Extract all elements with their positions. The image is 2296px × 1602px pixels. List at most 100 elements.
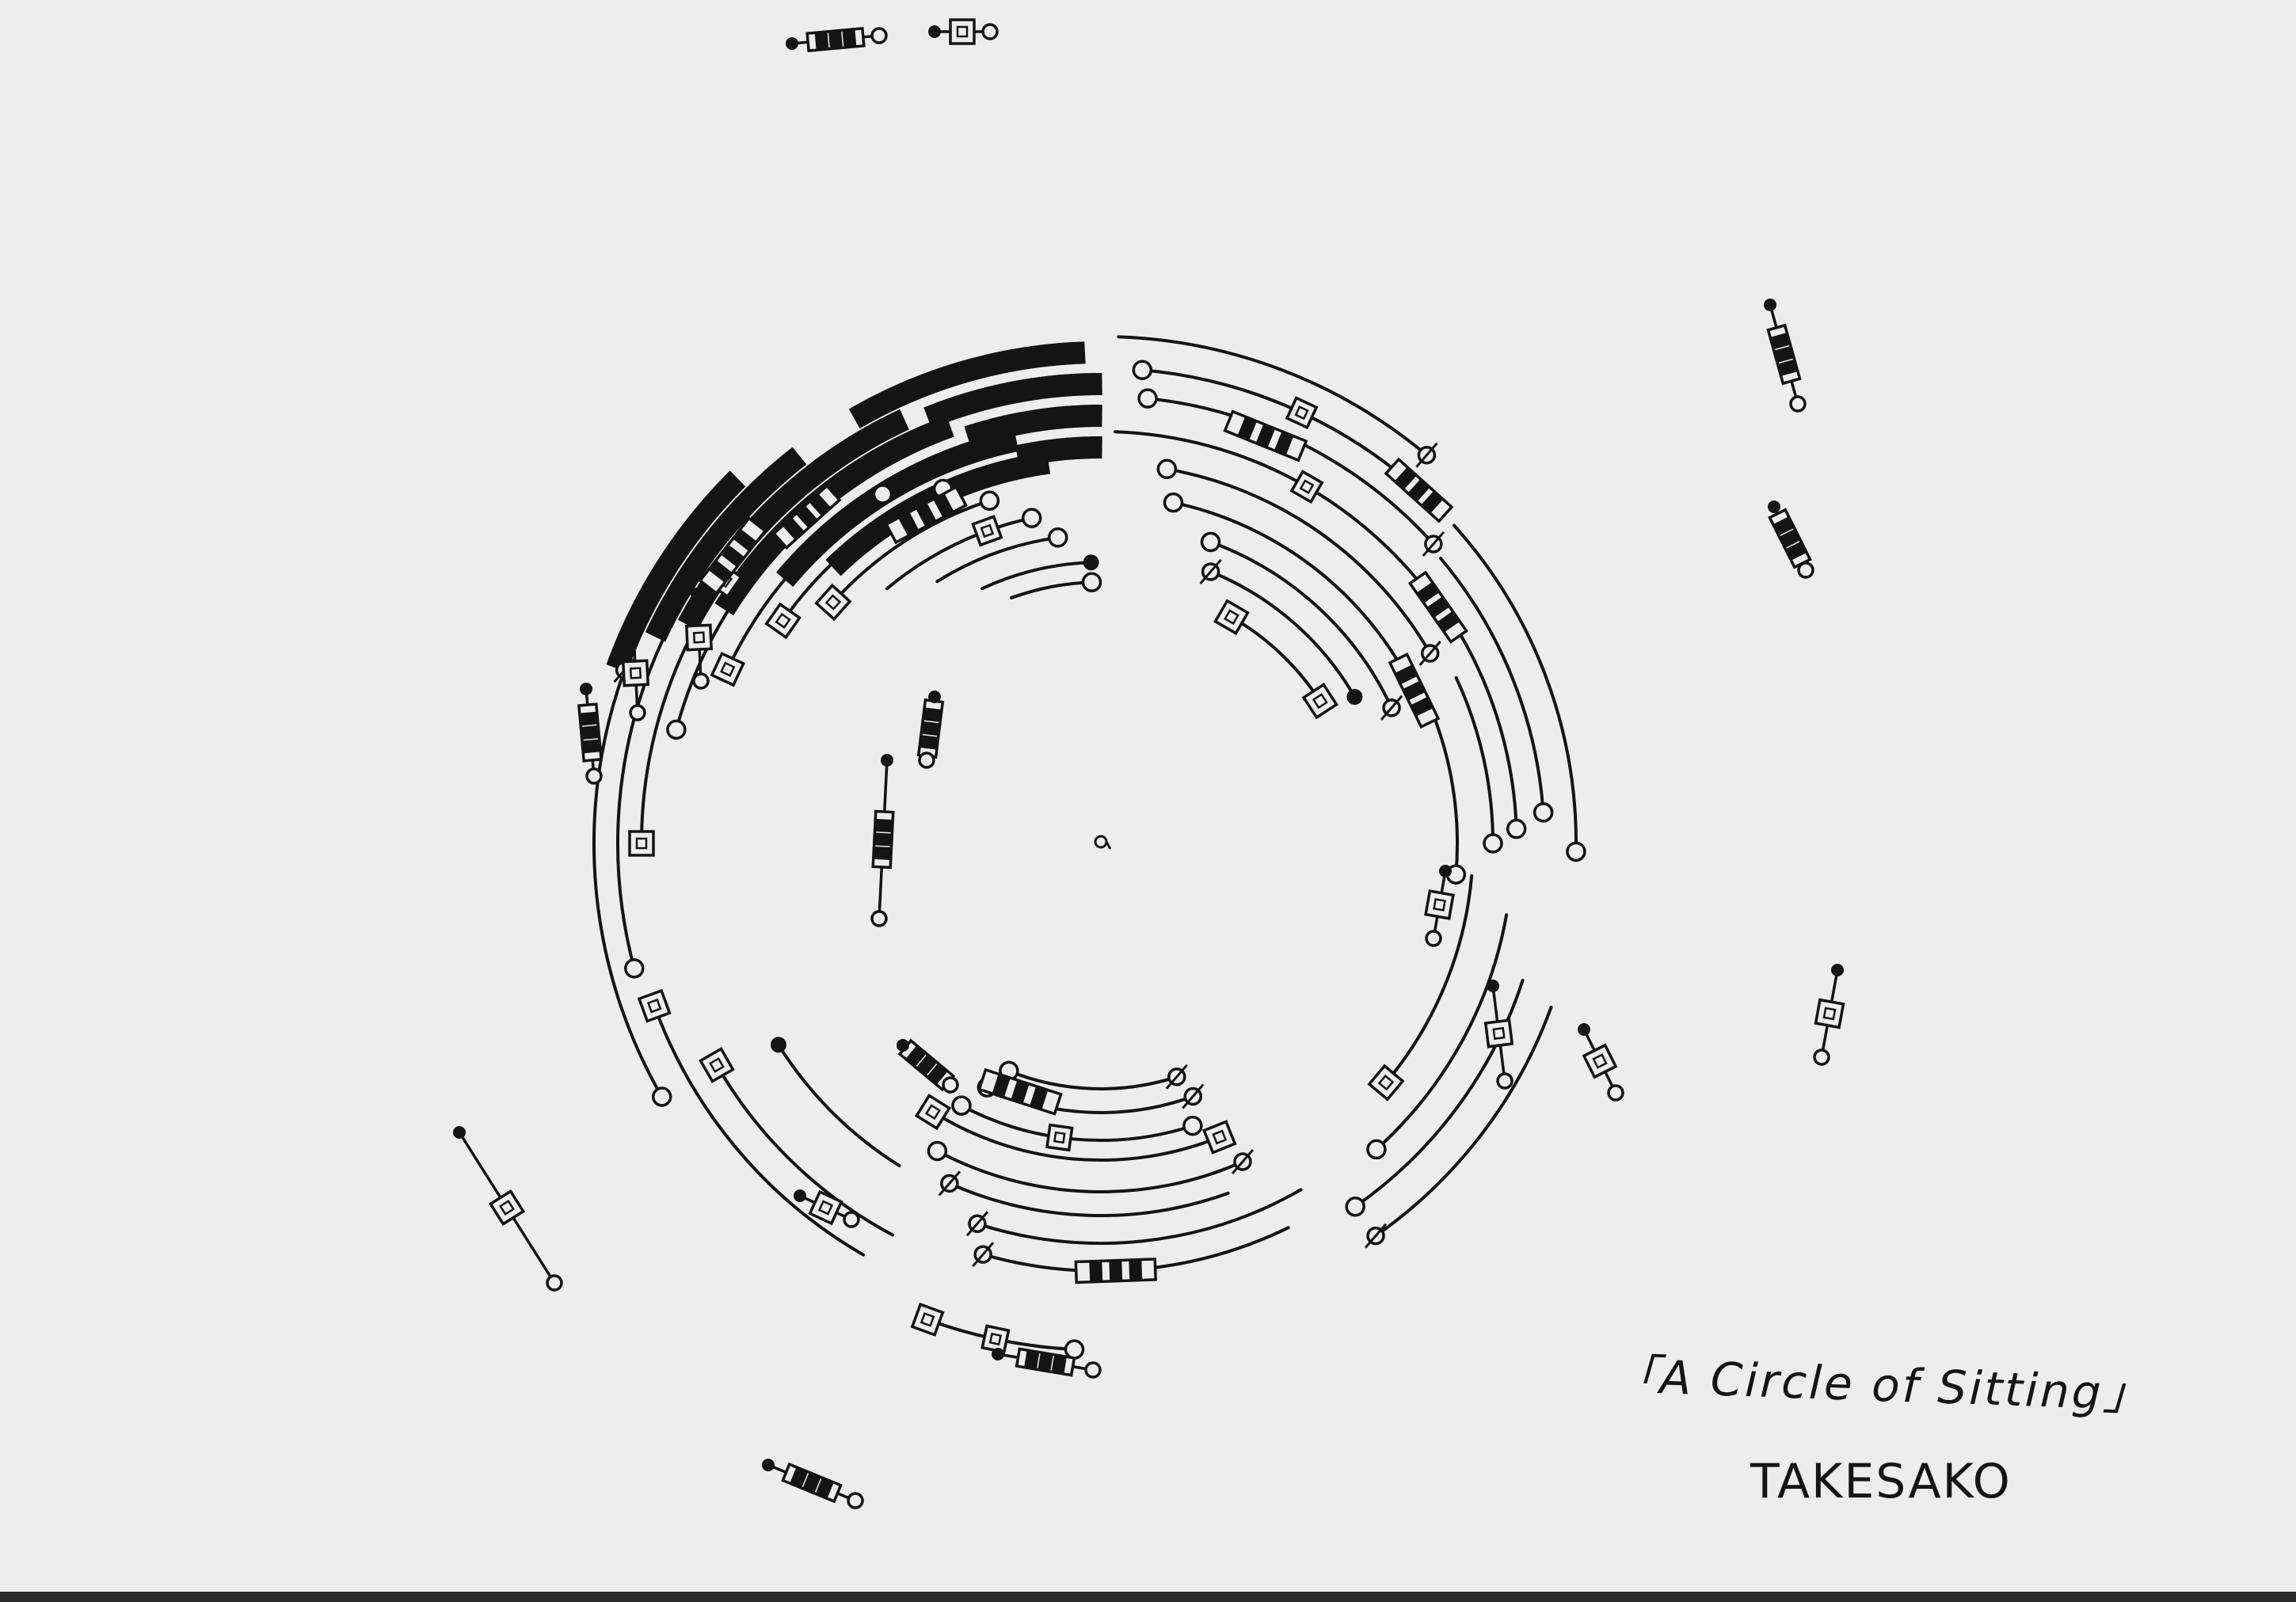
terminal-open [624,958,645,979]
terminal-open [927,1140,948,1162]
resistor-band [921,721,940,736]
null-slash [972,1242,995,1268]
resistor-band [927,1063,948,1085]
arc-line [1165,467,1432,655]
component-box-inner [924,1104,941,1121]
resistor-band [1395,664,1418,685]
component-box [1045,1123,1074,1152]
terminal-solid [1346,689,1363,705]
resistor-band [790,1467,809,1489]
resistor-band [815,1477,834,1499]
resistor-band [1255,424,1276,448]
terminal-solid [928,691,941,703]
spring-zigzag [848,341,1086,429]
center-mark [1094,835,1108,849]
arc-line [885,516,1034,591]
component-box-inner [1053,1131,1066,1144]
resistor-band [992,1074,1011,1098]
resistor-band [905,1045,927,1067]
terminal-solid [1768,500,1780,513]
resistor-band [1770,332,1791,350]
component-box [1201,1120,1237,1155]
resistor-band [874,832,893,847]
terminal-open [1163,492,1184,513]
terminal-solid [762,1459,775,1471]
arc-line [1452,523,1578,854]
resistor-band [1777,359,1798,377]
null-slash [1364,1223,1388,1249]
arc-line [980,561,1093,591]
component-box-inner [635,837,648,850]
terminal-open [1607,1084,1624,1102]
arc-line [1384,874,1474,1085]
component-box-inner [498,1199,516,1216]
table-edge [0,1592,2296,1602]
resistor-band [1421,490,1444,514]
resistor-band [919,735,939,750]
resistor-band [1772,516,1795,536]
null-slash [1165,1064,1188,1090]
arc-line [1209,569,1357,698]
terminal-solid [786,37,798,50]
resistor-band [1051,1354,1067,1375]
terminal-open [651,1086,672,1107]
arc-line [1454,675,1494,845]
component-box-inner [1822,1006,1837,1021]
component-box-inner [1377,1074,1395,1091]
resistor-band [1426,596,1450,618]
terminal-open [1084,1361,1102,1379]
terminal-open [951,1095,972,1116]
component-box-inner [980,523,995,538]
resistor-band [933,493,954,518]
component-box [980,1324,1011,1354]
terminal-open [1496,1072,1514,1090]
null-slash [965,1211,989,1237]
component-box [1367,1064,1405,1102]
terminal-solid [1487,980,1499,992]
null-slash [1418,641,1441,666]
arc-line [935,535,1060,584]
terminal-open [1566,841,1586,862]
arc-line [947,1182,1230,1218]
arc-line [653,1004,865,1257]
component-box [685,623,713,652]
component-box-inner [956,25,969,38]
terminal-open [979,490,1000,512]
terminal-solid [580,683,592,695]
resistor-band [1011,1079,1030,1104]
arc-line [1459,634,1518,831]
component-box [949,18,976,45]
terminal-open [1366,1139,1387,1160]
resistor-band [1089,1261,1103,1282]
null-slash [1415,442,1438,468]
terminal-solid [770,1037,786,1053]
resistor-band [1394,466,1417,490]
component-box [1582,1043,1618,1079]
component-box [488,1189,526,1227]
resistor-band [842,29,857,48]
null-slash [938,1170,961,1197]
resistor-band [733,528,757,552]
arc-line [1010,580,1094,599]
terminal-solid [992,1348,1004,1360]
arc-line [592,668,664,1098]
resistor-band [814,31,829,51]
component-box-inner [1592,1053,1608,1069]
component-box-inner [692,631,706,644]
component-box [814,583,852,622]
terminal-open [546,1274,563,1292]
resistor-band [916,502,937,527]
resistor-band [1237,416,1258,441]
terminal-open [1797,561,1814,579]
component-box [910,1302,945,1337]
terminal-solid [928,25,941,38]
component-box-inner [720,661,736,677]
terminal-open [1182,1115,1203,1136]
terminal-solid [1083,554,1099,571]
terminal-open [692,672,710,690]
component-box-inner [1433,898,1446,911]
terminal-open [1137,388,1158,409]
arc-line [1374,913,1509,1151]
terminal-open [1345,1196,1365,1217]
terminal-open [847,1492,864,1509]
